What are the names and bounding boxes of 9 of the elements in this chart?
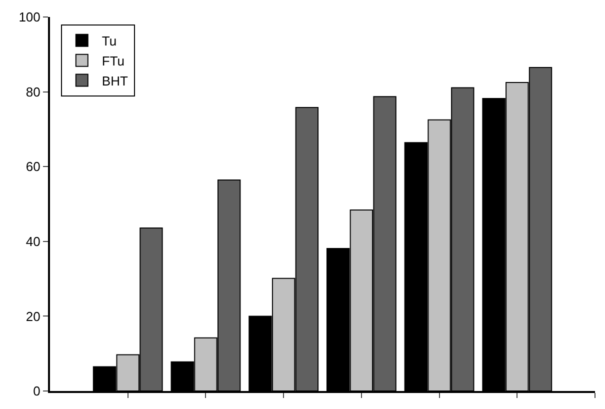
y-tick-label: 40 (26, 234, 40, 249)
y-tick-label: 100 (18, 10, 40, 25)
y-tick-label: 20 (26, 308, 40, 324)
legend-label: Tu (102, 34, 117, 48)
y-tick-label: 80 (26, 84, 40, 100)
y-tick-label: 60 (26, 159, 40, 174)
legend-label: FTu (102, 53, 125, 68)
legend-label: BHT (102, 73, 128, 88)
y-tick-label: 0 (33, 384, 40, 399)
